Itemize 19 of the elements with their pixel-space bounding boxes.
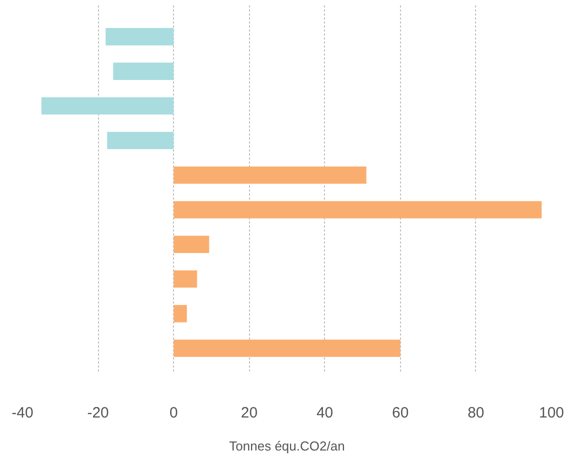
bar — [41, 97, 174, 115]
bar — [174, 201, 542, 218]
bar — [174, 270, 198, 288]
x-tick-label: 100 — [538, 404, 564, 422]
x-tick-label: 20 — [240, 404, 258, 422]
bar — [174, 304, 187, 322]
x-tick-label: 0 — [169, 404, 178, 422]
bar — [107, 132, 174, 150]
x-tick-label: 80 — [468, 404, 484, 422]
x-tick-label: 40 — [316, 404, 334, 422]
bar — [174, 236, 210, 254]
x-tick-label: -20 — [87, 404, 109, 422]
x-tick-label: 60 — [392, 404, 409, 422]
bar — [174, 340, 400, 357]
x-axis-title: Tonnes équ.CO2/an — [229, 438, 345, 454]
bar — [106, 28, 174, 46]
bar — [174, 166, 366, 184]
x-tick-label: -40 — [12, 404, 34, 422]
bar — [113, 62, 174, 80]
